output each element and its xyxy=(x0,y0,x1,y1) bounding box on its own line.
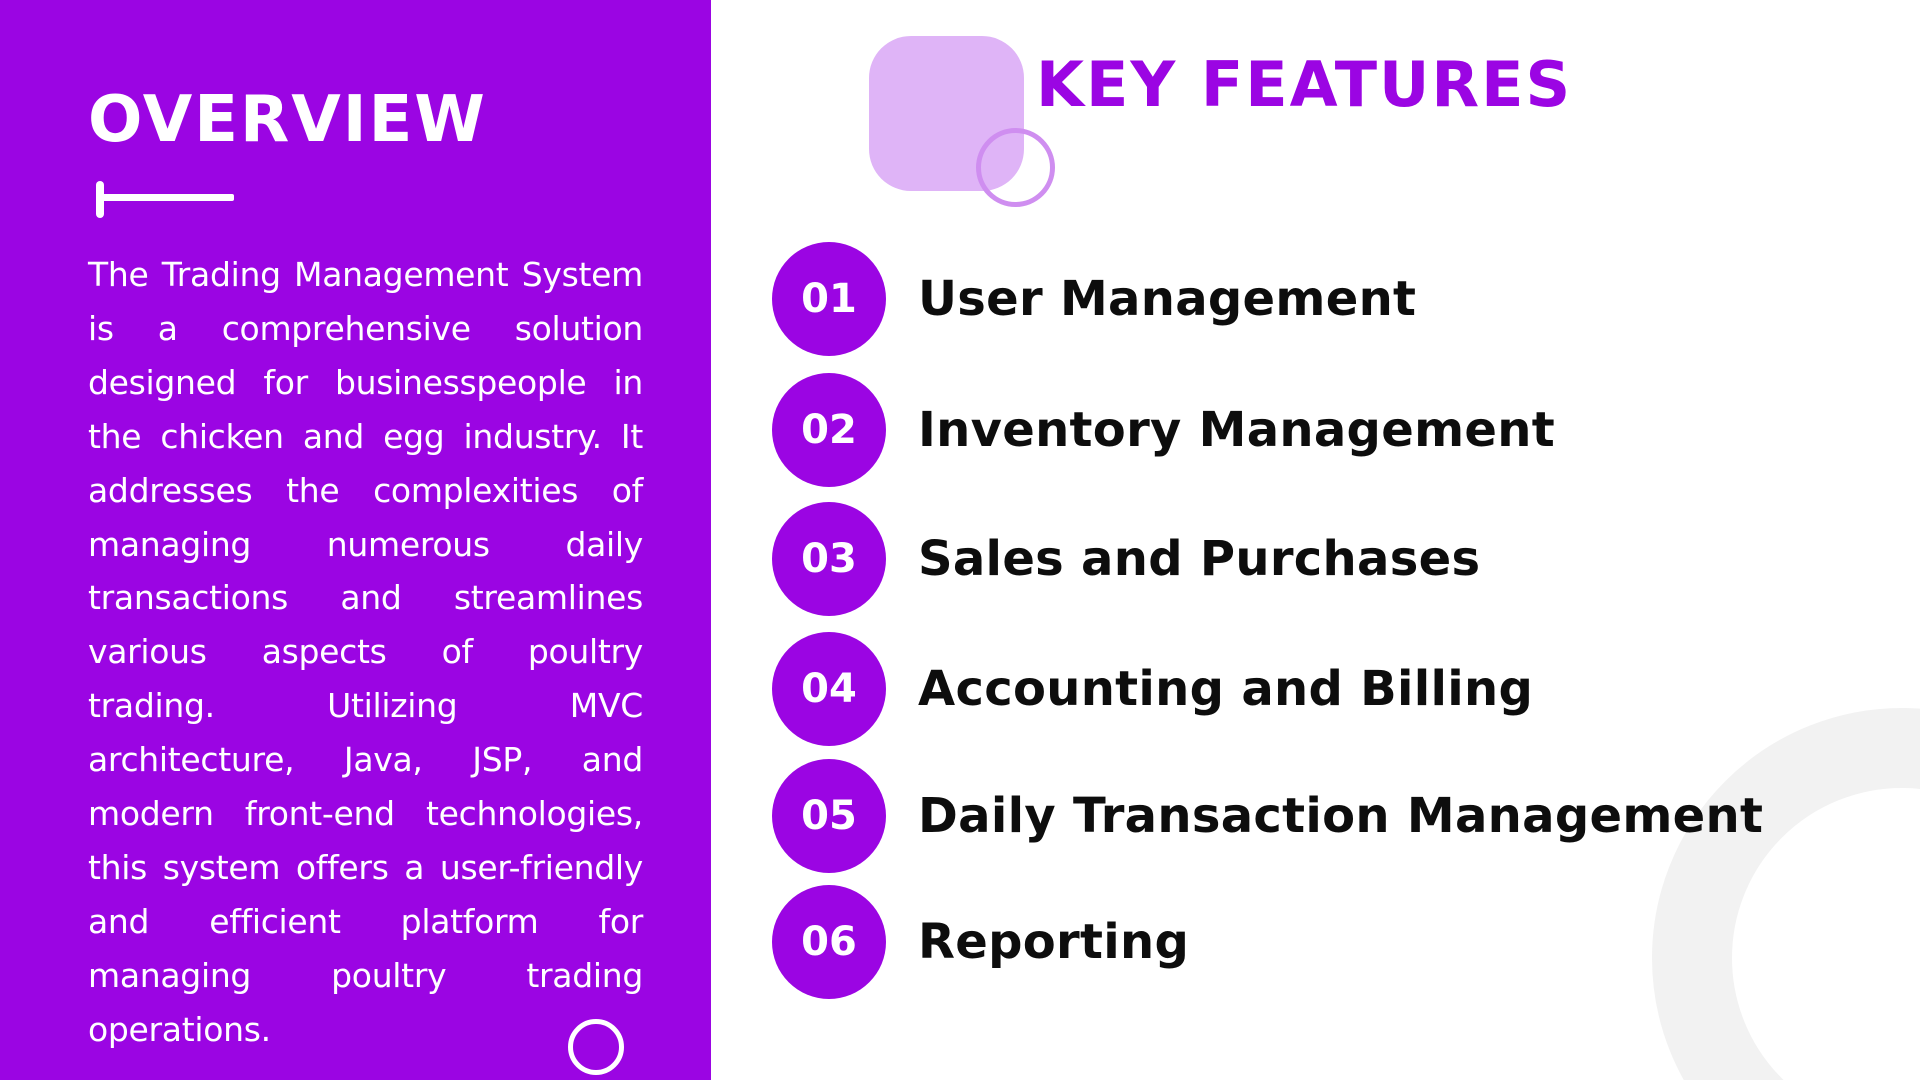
feature-number-badge: 03 xyxy=(772,502,886,616)
feature-label: Inventory Management xyxy=(918,402,1555,458)
feature-item-daily-transaction-management: 05 Daily Transaction Management xyxy=(772,759,1763,873)
feature-number-badge: 01 xyxy=(772,242,886,356)
feature-label: Reporting xyxy=(918,914,1190,970)
feature-number-badge: 02 xyxy=(772,373,886,487)
feature-item-accounting-and-billing: 04 Accounting and Billing xyxy=(772,632,1533,746)
feature-item-reporting: 06 Reporting xyxy=(772,885,1189,999)
overview-panel: OVERVIEW The Trading Management System i… xyxy=(0,0,711,1080)
feature-label: Sales and Purchases xyxy=(918,531,1481,587)
feature-item-inventory-management: 02 Inventory Management xyxy=(772,373,1555,487)
feature-item-sales-and-purchases: 03 Sales and Purchases xyxy=(772,502,1480,616)
feature-item-user-management: 01 User Management xyxy=(772,242,1416,356)
decorative-ring-icon xyxy=(568,1019,624,1075)
feature-label: Accounting and Billing xyxy=(918,661,1534,717)
feature-number-badge: 06 xyxy=(772,885,886,999)
feature-label: User Management xyxy=(918,271,1417,327)
feature-number-badge: 04 xyxy=(772,632,886,746)
feature-label: Daily Transaction Management xyxy=(918,788,1764,844)
feature-number-badge: 05 xyxy=(772,759,886,873)
key-features-title: KEY FEATURES xyxy=(1036,48,1573,121)
overview-title: OVERVIEW xyxy=(88,83,487,157)
overview-text: The Trading Management System is a compr… xyxy=(88,255,643,1049)
title-rule xyxy=(96,194,234,201)
decorative-small-ring-icon xyxy=(976,128,1055,207)
